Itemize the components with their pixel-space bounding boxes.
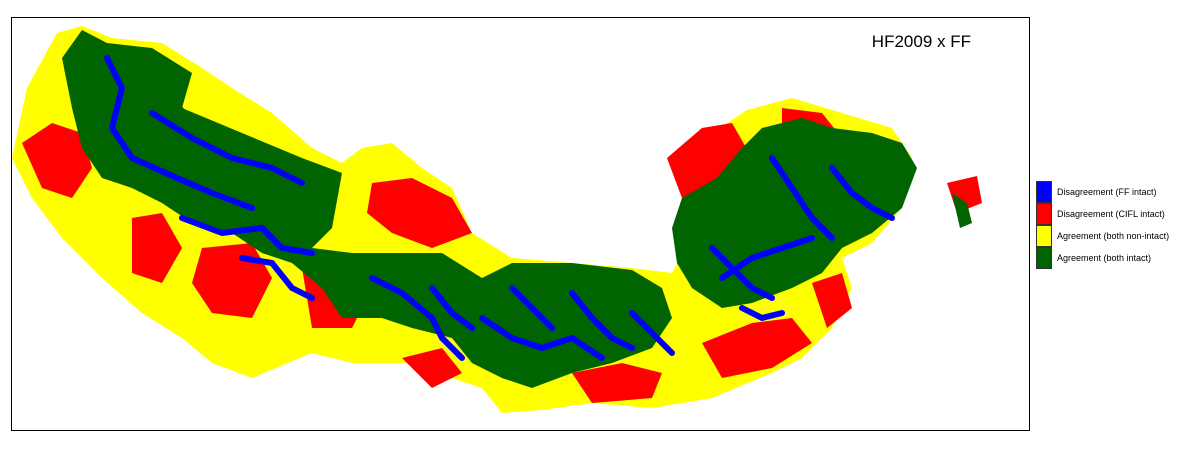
boreal-forest-map — [12, 26, 982, 413]
legend-label: Agreement (both intact) — [1057, 253, 1152, 263]
legend-swatch — [1036, 203, 1052, 225]
legend: Disagreement (FF intact) Disagreement (C… — [1036, 181, 1169, 269]
legend-label: Agreement (both non-intact) — [1057, 231, 1170, 241]
legend-swatch — [1036, 225, 1052, 247]
legend-swatch — [1036, 181, 1052, 203]
legend-item-ff-intact: Disagreement (FF intact) — [1036, 181, 1169, 203]
disagreement-ff-intact-area — [104, 55, 895, 361]
legend-item-cifl-intact: Disagreement (CIFL intact) — [1036, 203, 1169, 225]
legend-item-both-intact: Agreement (both intact) — [1036, 247, 1169, 269]
map-title: HF2009 x FF — [871, 32, 971, 51]
map-panel: HF2009 x FF — [11, 17, 1030, 431]
legend-item-both-non-intact: Agreement (both non-intact) — [1036, 225, 1169, 247]
legend-label: Disagreement (CIFL intact) — [1057, 209, 1165, 219]
legend-label: Disagreement (FF intact) — [1057, 187, 1157, 197]
legend-swatch — [1036, 247, 1052, 269]
